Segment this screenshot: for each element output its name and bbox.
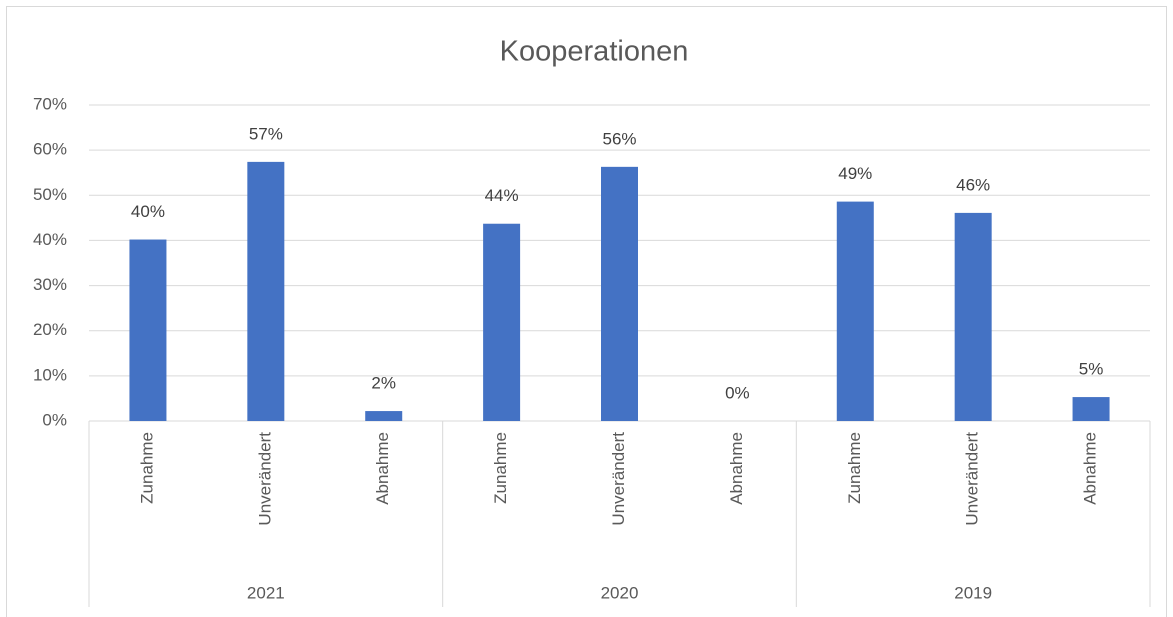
chart-title: Kooperationen (500, 36, 689, 68)
y-tick-label: 10% (33, 365, 67, 384)
x-tick-label: Zunahme (137, 432, 156, 504)
group-label: 2020 (601, 583, 639, 602)
bar (365, 411, 403, 421)
x-tick-label: Abnahme (373, 432, 392, 505)
x-tick-label: Unverändert (255, 432, 274, 526)
x-tick-label: Zunahme (491, 432, 510, 504)
data-label: 57% (249, 124, 283, 143)
data-label: 49% (838, 164, 872, 183)
x-tick-label: Abnahme (1081, 432, 1100, 505)
data-label: 46% (956, 175, 990, 194)
x-tick-label: Zunahme (845, 432, 864, 504)
chart-border (6, 6, 1167, 617)
data-label: 40% (131, 202, 165, 221)
bar (247, 161, 285, 421)
data-label: 0% (725, 383, 750, 402)
group-label: 2021 (247, 583, 285, 602)
y-tick-label: 60% (33, 140, 67, 159)
bar (129, 239, 167, 421)
bar (836, 201, 874, 421)
y-tick-label: 0% (42, 410, 67, 429)
data-label: 2% (371, 374, 396, 393)
data-label: 44% (485, 186, 519, 205)
x-tick-label: Unverändert (963, 432, 982, 526)
y-tick-label: 70% (33, 94, 67, 113)
bar (954, 212, 992, 421)
y-tick-label: 40% (33, 230, 67, 249)
data-label: 5% (1079, 360, 1104, 379)
bar (601, 166, 638, 421)
bar (483, 223, 521, 421)
y-tick-label: 30% (33, 275, 67, 294)
y-tick-label: 50% (33, 185, 67, 204)
x-tick-label: Abnahme (727, 432, 746, 505)
y-tick-label: 20% (33, 320, 67, 339)
x-tick-label: Unverändert (609, 432, 628, 526)
group-label: 2019 (954, 583, 992, 602)
bar (1072, 397, 1110, 421)
data-label: 56% (602, 129, 636, 148)
